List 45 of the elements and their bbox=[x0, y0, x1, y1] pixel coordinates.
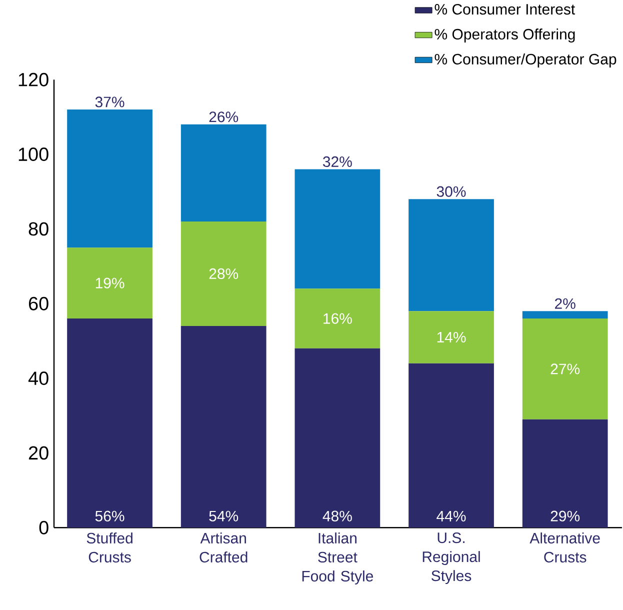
bar bbox=[67, 110, 152, 248]
data-label: 32% bbox=[323, 156, 352, 168]
x-tick-label: Alternative Crusts bbox=[530, 532, 600, 563]
legend-label: % Consumer/Operator Gap bbox=[434, 54, 616, 68]
bar bbox=[408, 364, 494, 528]
bar bbox=[408, 199, 494, 312]
data-label: 30% bbox=[436, 186, 466, 198]
data-label: 27% bbox=[550, 364, 580, 374]
legend-label: % Operators Offering bbox=[434, 28, 575, 43]
bar bbox=[67, 318, 152, 528]
data-label: 54% bbox=[209, 511, 238, 522]
data-label: 19% bbox=[96, 278, 124, 289]
y-tick-label: 40 bbox=[28, 372, 48, 386]
bar bbox=[67, 248, 152, 319]
x-tick-label: Stuffed Crusts bbox=[86, 532, 132, 563]
bar bbox=[180, 222, 266, 326]
bar bbox=[522, 318, 608, 420]
bar bbox=[522, 420, 608, 528]
data-label: 28% bbox=[209, 268, 238, 280]
y-tick-label: 60 bbox=[28, 297, 48, 311]
data-label: 37% bbox=[95, 96, 124, 108]
x-tick-label: U.S. Regional Styles bbox=[422, 532, 480, 584]
data-label: 14% bbox=[437, 332, 466, 343]
data-label: 48% bbox=[322, 510, 352, 522]
bar bbox=[294, 288, 380, 349]
data-label: 29% bbox=[550, 510, 580, 522]
bar bbox=[408, 311, 494, 364]
y-tick-label: 120 bbox=[18, 73, 48, 87]
data-label: 44% bbox=[436, 511, 466, 522]
bar bbox=[180, 124, 266, 222]
bar bbox=[522, 311, 608, 319]
bar bbox=[294, 169, 380, 289]
legend-label: % Consumer Interest bbox=[434, 4, 576, 15]
y-tick-label: 0 bbox=[39, 521, 48, 535]
bar bbox=[294, 348, 380, 528]
data-label: 56% bbox=[95, 510, 124, 522]
y-tick-label: 100 bbox=[18, 148, 48, 162]
x-tick-label: Artisan Crafted bbox=[200, 532, 248, 563]
y-tick-label: 80 bbox=[28, 222, 48, 236]
y-tick-label: 20 bbox=[28, 446, 48, 460]
data-label: 16% bbox=[324, 313, 352, 324]
data-label: 26% bbox=[209, 112, 238, 122]
bar bbox=[180, 326, 266, 528]
data-label: 2% bbox=[555, 298, 576, 310]
x-tick-label: Italian Street Food Style bbox=[302, 532, 374, 585]
